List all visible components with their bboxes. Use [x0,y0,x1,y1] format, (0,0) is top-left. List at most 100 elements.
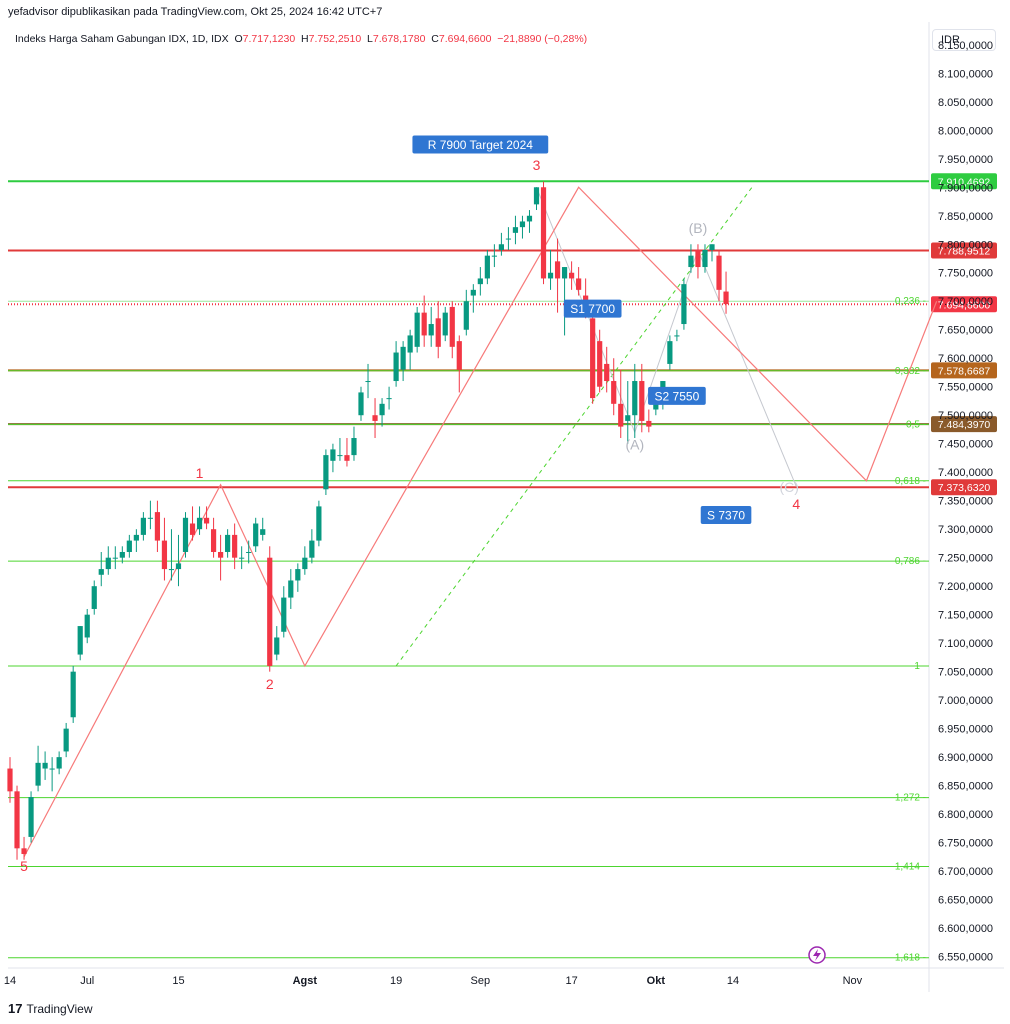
candle-body[interactable] [154,512,161,541]
candle-body[interactable] [505,238,512,240]
candle-body[interactable] [407,335,413,353]
candle-body[interactable] [218,551,224,558]
candle-body[interactable] [477,278,483,285]
candle-body[interactable] [63,728,69,752]
callout-box[interactable] [648,386,706,405]
candle-body[interactable] [239,557,245,559]
candle-body[interactable] [723,291,729,305]
candle-body[interactable] [288,580,294,598]
candle-body[interactable] [323,455,329,490]
candle-body[interactable] [344,455,350,461]
candle-body[interactable] [456,341,462,370]
candle-body[interactable] [646,420,652,427]
candle-body[interactable] [175,563,182,570]
candle-body[interactable] [316,506,322,541]
candle-body[interactable] [196,517,203,530]
candle-body[interactable] [442,312,448,336]
candle-body[interactable] [547,272,554,279]
candle-body[interactable] [400,346,406,370]
candle-body[interactable] [358,392,364,416]
candle-body[interactable] [681,284,687,325]
candle-body[interactable] [463,301,469,330]
callout-box[interactable] [700,505,752,524]
candle-body[interactable] [42,762,48,769]
candle-body[interactable] [632,381,638,416]
candle-body[interactable] [709,244,715,250]
candle-body[interactable] [695,249,701,268]
candle-body[interactable] [372,415,378,421]
flash-icon[interactable] [808,946,826,964]
candle-body[interactable] [330,449,336,461]
candle-body[interactable] [274,637,280,655]
candle-body[interactable] [77,626,83,655]
candle-body[interactable] [91,586,97,609]
candle-body[interactable] [232,534,238,558]
candle-body[interactable] [281,597,287,632]
candle-body[interactable] [611,381,617,404]
candle-body[interactable] [260,529,266,535]
candle-body[interactable] [337,455,343,457]
candle-body[interactable] [203,517,210,524]
candle-body[interactable] [126,540,132,552]
candle-body[interactable] [414,312,420,347]
candle-body[interactable] [98,569,104,575]
candle-body[interactable] [302,557,308,570]
candle-body[interactable] [210,529,217,552]
candle-body[interactable] [491,255,497,257]
candle-body[interactable] [49,768,55,770]
callout-box[interactable] [563,299,622,318]
candle-body[interactable] [597,341,603,387]
candle-body[interactable] [189,523,196,535]
candle-body[interactable] [716,255,722,290]
candle-body[interactable] [295,569,301,581]
candle-body[interactable] [604,363,610,382]
candle-body[interactable] [484,255,490,279]
candle-body[interactable] [576,278,582,290]
candle-body[interactable] [35,762,41,786]
candle-body[interactable] [625,415,631,421]
candle-body[interactable] [70,671,76,718]
candle-body[interactable] [590,318,596,399]
candle-body[interactable] [140,517,146,535]
candle-body[interactable] [161,540,168,570]
candle-body[interactable] [519,221,526,228]
candle-body[interactable] [133,534,139,541]
candle-body[interactable] [393,352,399,382]
candle-body[interactable] [28,797,34,837]
candle-body[interactable] [498,244,504,250]
candle-body[interactable] [674,335,680,337]
candle-body[interactable] [526,215,533,222]
candle-body[interactable] [512,227,519,233]
candle-body[interactable] [14,791,20,849]
candle-body[interactable] [56,757,62,769]
candle-body[interactable] [428,324,434,336]
candle-body[interactable] [253,523,259,547]
candle-body[interactable] [21,848,27,855]
callout-box[interactable] [412,135,549,154]
candle-body[interactable] [105,557,111,570]
candle-body[interactable] [435,318,441,347]
candle-body[interactable] [246,551,252,553]
candle-body[interactable] [421,312,427,336]
candle-body[interactable] [168,569,175,571]
candle-body[interactable] [309,540,315,558]
candle-body[interactable] [533,187,540,205]
candle-body[interactable] [147,517,153,519]
candle-body[interactable] [182,517,189,552]
candle-body[interactable] [554,261,561,279]
candle-body[interactable] [365,381,371,383]
candle-body[interactable] [667,341,673,364]
candle-body[interactable] [470,289,476,296]
currency-selector[interactable]: IDR [932,29,996,51]
candle-body[interactable] [379,403,385,416]
candle-body[interactable] [688,255,694,268]
candle-body[interactable] [540,187,547,279]
candle-body[interactable] [449,306,455,347]
candle-body[interactable] [84,614,90,638]
candle-body[interactable] [618,403,624,427]
candle-body[interactable] [386,398,392,400]
candle-body[interactable] [225,534,231,552]
candle-body[interactable] [112,557,118,559]
candle-body[interactable] [351,438,357,456]
